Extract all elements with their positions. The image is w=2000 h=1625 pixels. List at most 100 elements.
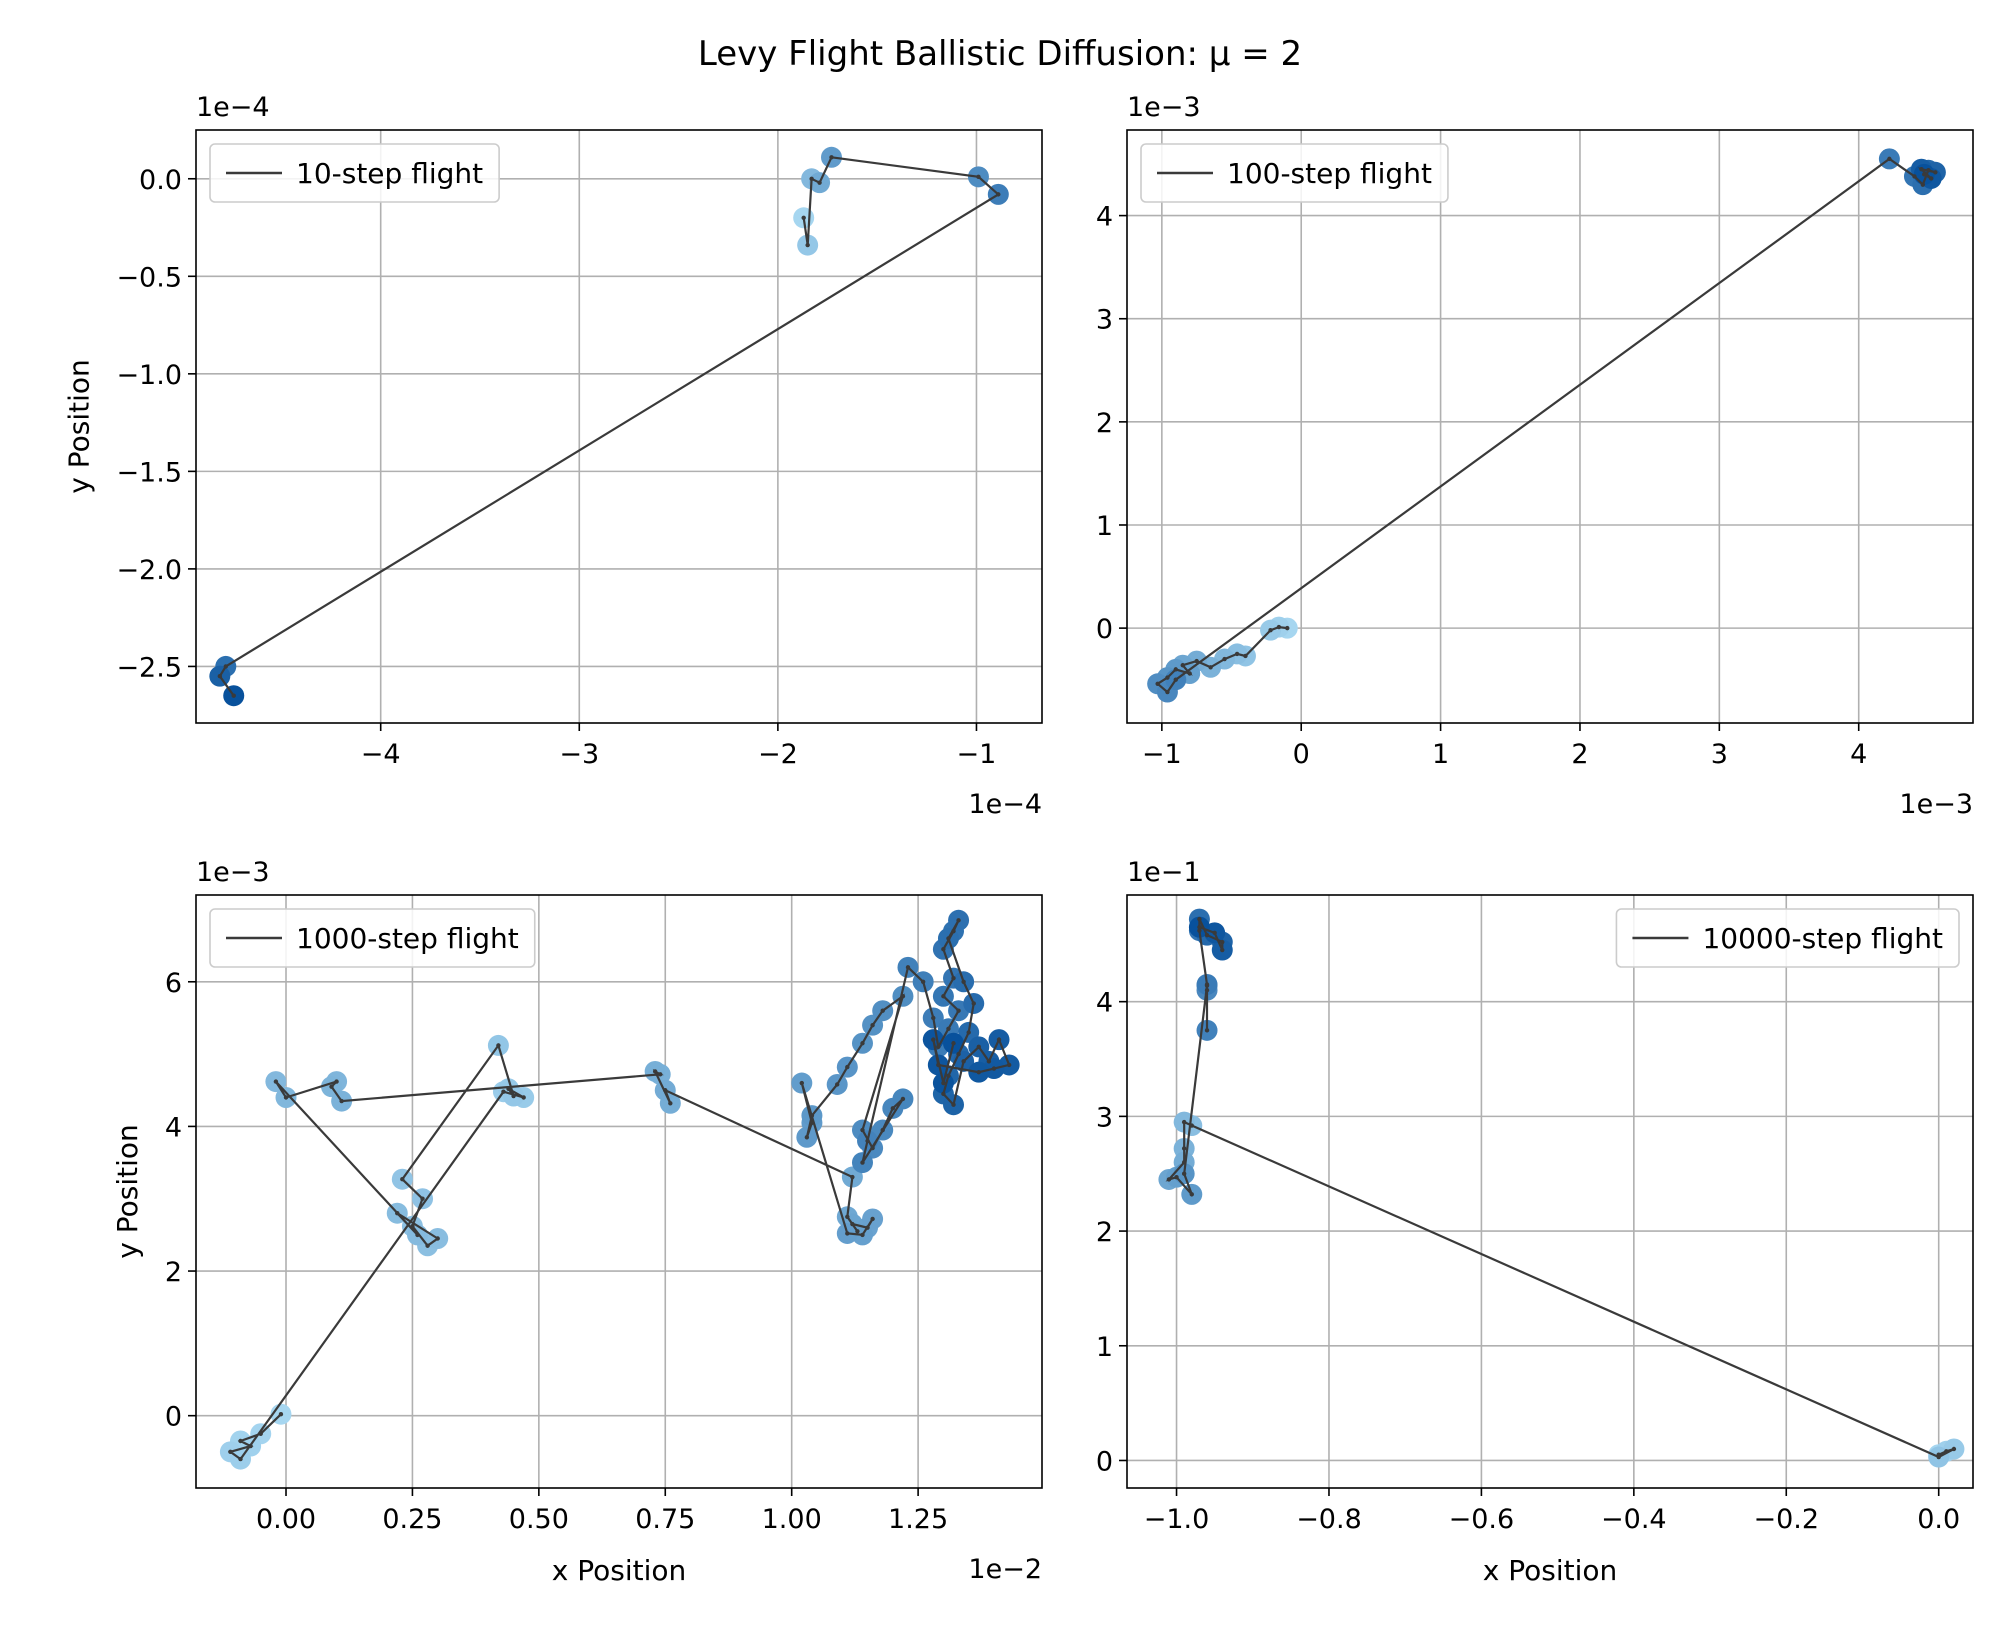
plot-area <box>209 146 1009 707</box>
step-marker <box>1922 172 1927 177</box>
step-marker <box>961 1059 966 1064</box>
step-marker <box>845 1064 850 1070</box>
legend: 10-step flight <box>209 143 500 203</box>
step-marker <box>890 1106 896 1111</box>
legend-box <box>209 908 536 968</box>
step-marker <box>956 1051 961 1057</box>
step-marker <box>941 1080 946 1086</box>
y-tick-label: 0 <box>1096 1446 1113 1477</box>
step-marker <box>652 1069 658 1074</box>
y-tick-label: −2.5 <box>116 652 182 683</box>
grid <box>196 895 1042 1488</box>
step-marker <box>217 673 223 679</box>
step-marker <box>801 215 806 220</box>
step-marker <box>283 1095 289 1100</box>
y-tick-label: 3 <box>1096 305 1113 336</box>
subplot-3: 0.00 0.25 0.50 0.75 1.00 1.25 0 2 4 6 1e−3 1e−2 x Po… <box>111 857 1043 1587</box>
step-marker <box>1006 1062 1012 1068</box>
legend: 100-step flight <box>1140 143 1449 203</box>
step-marker <box>1194 658 1199 664</box>
figure-title: Levy Flight Ballistic Diffusion: μ = 2 <box>698 34 1302 74</box>
x-tick-label: −0.8 <box>1296 1504 1362 1535</box>
y-offset-text: 1e−1 <box>1127 857 1201 888</box>
step-marker <box>1204 982 1210 987</box>
legend: 1000-step flight <box>209 908 536 968</box>
axes-frame <box>195 129 1043 724</box>
x-tick-label: 0.00 <box>256 1504 316 1535</box>
step-marker <box>1181 1119 1187 1125</box>
flight-path <box>227 919 1011 1461</box>
step-marker <box>1285 625 1290 631</box>
step-marker <box>1220 947 1225 953</box>
x-tick-label: −4 <box>361 739 401 770</box>
y-tick-label: −2.0 <box>116 555 182 586</box>
step-marker <box>809 1113 815 1118</box>
step-marker <box>946 1026 951 1031</box>
x-tick-label: 0.0 <box>1917 1504 1960 1535</box>
step-marker <box>1155 681 1160 687</box>
step-marker <box>1919 166 1924 172</box>
step-marker <box>1212 930 1217 936</box>
step-marker <box>809 1120 815 1125</box>
step-marker <box>1944 1449 1949 1454</box>
step-marker <box>1936 1454 1941 1460</box>
step-marker <box>1887 156 1892 162</box>
step-marker <box>976 1069 981 1075</box>
step-marker <box>835 1082 840 1087</box>
step-marker <box>829 155 834 160</box>
step-marker <box>668 1101 673 1106</box>
step-marker <box>506 1086 511 1092</box>
y-tick-label: 4 <box>1096 988 1113 1019</box>
step-marker <box>951 1041 956 1046</box>
step-marker <box>395 1210 400 1216</box>
step-marker <box>1197 928 1202 933</box>
step-marker <box>334 1079 339 1084</box>
step-marker <box>991 1066 997 1071</box>
step-marker <box>956 918 961 923</box>
legend-box <box>209 143 500 203</box>
step-marker <box>976 174 981 180</box>
step-marker <box>855 1229 860 1234</box>
step-marker <box>1208 665 1213 670</box>
step-marker <box>1912 174 1917 179</box>
step-marker <box>511 1093 516 1099</box>
step-marker <box>273 1079 279 1084</box>
step-marker <box>1180 663 1185 668</box>
step-marker <box>400 1177 405 1182</box>
step-marker <box>1173 667 1178 672</box>
step-marker <box>951 1102 956 1107</box>
step-marker <box>223 664 228 669</box>
x-axis-label: x Position <box>1483 1554 1618 1587</box>
step-marker <box>1928 176 1934 181</box>
step-marker <box>905 965 911 970</box>
x-tick-label: −2 <box>758 739 798 770</box>
y-tick-label: 6 <box>165 968 182 999</box>
step-marker <box>1276 624 1282 630</box>
step-marker <box>799 1080 805 1086</box>
step-marker <box>329 1084 334 1089</box>
x-axis-label: x Position <box>552 1554 687 1587</box>
step-marker <box>880 1008 885 1013</box>
step-marker <box>870 1145 875 1151</box>
x-tick-label: −0.6 <box>1449 1504 1515 1535</box>
step-marker <box>900 1096 906 1102</box>
step-marker <box>804 1135 810 1140</box>
plot-area <box>219 909 1020 1470</box>
y-axis-label: y Position <box>111 1124 144 1259</box>
grid <box>1127 895 1973 1488</box>
y-offset-text: 1e−3 <box>1127 92 1201 123</box>
step-marker <box>1187 671 1192 676</box>
y-axis-label: y Position <box>62 359 95 494</box>
step-marker <box>860 1127 865 1133</box>
x-tick-label: 3 <box>1711 739 1728 770</box>
subplots: −4 −3 −2 −1 0.0 −0.5 −1.0 −1.5 −2.0 −2.5 1e−4 1e−4 y… <box>62 92 1974 1587</box>
step-marker <box>817 180 822 185</box>
step-marker <box>961 979 966 984</box>
y-offset-text: 1e−4 <box>196 92 270 123</box>
step-marker <box>986 1059 992 1064</box>
step-marker <box>951 928 956 934</box>
step-marker <box>658 1072 663 1077</box>
step-marker <box>941 1091 946 1097</box>
step-marker <box>1189 1123 1194 1128</box>
